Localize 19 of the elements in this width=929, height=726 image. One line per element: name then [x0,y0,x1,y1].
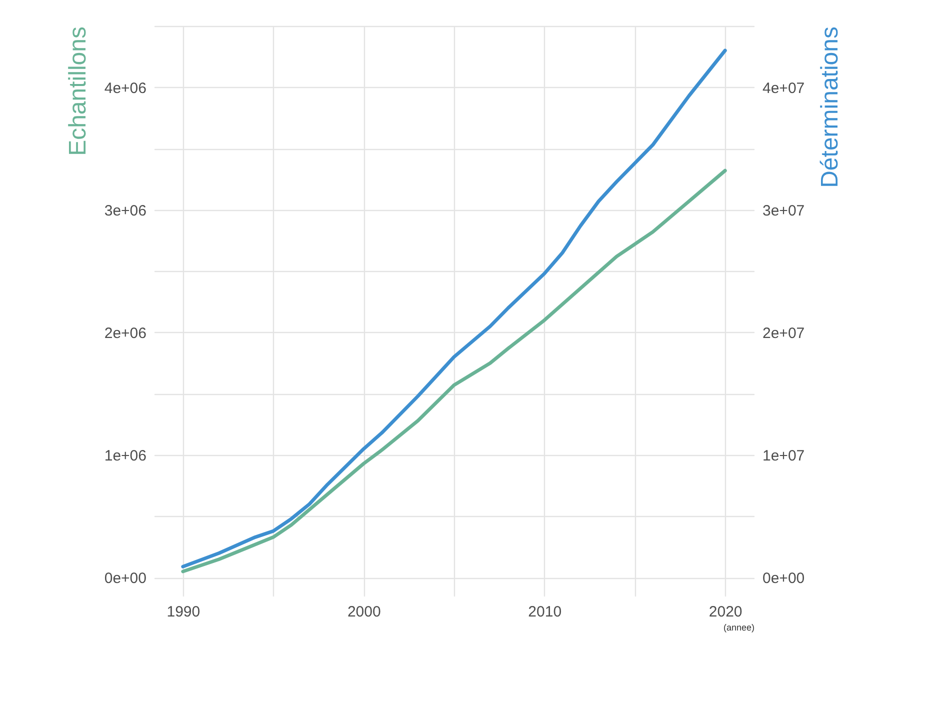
y-axis-title: Echantillons [64,26,92,156]
y2-tick-label: 2e+07 [762,324,805,342]
y-tick-label: 4e+06 [104,80,146,97]
y2-tick-label: 0e+00 [762,570,805,588]
x-tick-label: 2010 [528,604,562,620]
x-tick-label: 1990 [166,604,200,620]
y-tick-label: 1e+06 [104,448,146,465]
y2-tick-label: 3e+07 [762,202,805,220]
x-tick-label: 2000 [347,604,381,620]
line-series [181,168,727,574]
y2-axis-title: Déterminations [816,26,844,188]
line-series [181,48,727,568]
y-tick-label: 2e+06 [104,324,146,342]
y-tick-label: 3e+06 [104,202,146,220]
x-axis-title: (annee) [723,622,754,632]
y2-tick-label: 1e+07 [762,448,805,465]
x-tick-label: 2020 [708,604,742,620]
y2-tick-label: 4e+07 [762,80,805,97]
y-tick-label: 0e+00 [104,570,146,588]
